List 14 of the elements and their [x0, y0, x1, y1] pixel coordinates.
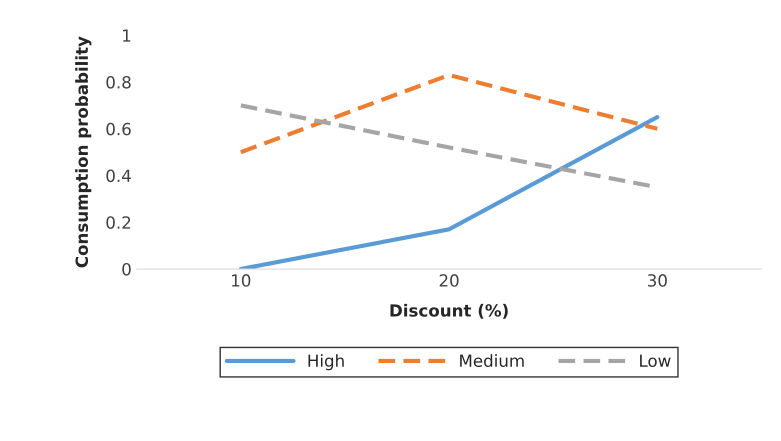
- legend-label: Medium: [460, 354, 524, 368]
- legend-label: High: [308, 354, 344, 370]
- x-tick-label: 30: [648, 274, 667, 287]
- y-tick-label: 0.8: [106, 76, 131, 89]
- x-tick-label: 10: [232, 274, 250, 287]
- x-tick-label: 20: [440, 274, 459, 287]
- y-tick-label: 0.2: [106, 216, 130, 229]
- y-tick-label: 0: [122, 262, 131, 276]
- y-tick-label: 0.4: [106, 169, 131, 182]
- y-tick-label: 1: [123, 29, 130, 42]
- legend-label: Low: [640, 354, 671, 368]
- y-axis-title: Consumption probability: [75, 36, 92, 268]
- y-tick-label: 0.6: [106, 122, 131, 136]
- x-axis-title: Discount (%): [390, 304, 508, 319]
